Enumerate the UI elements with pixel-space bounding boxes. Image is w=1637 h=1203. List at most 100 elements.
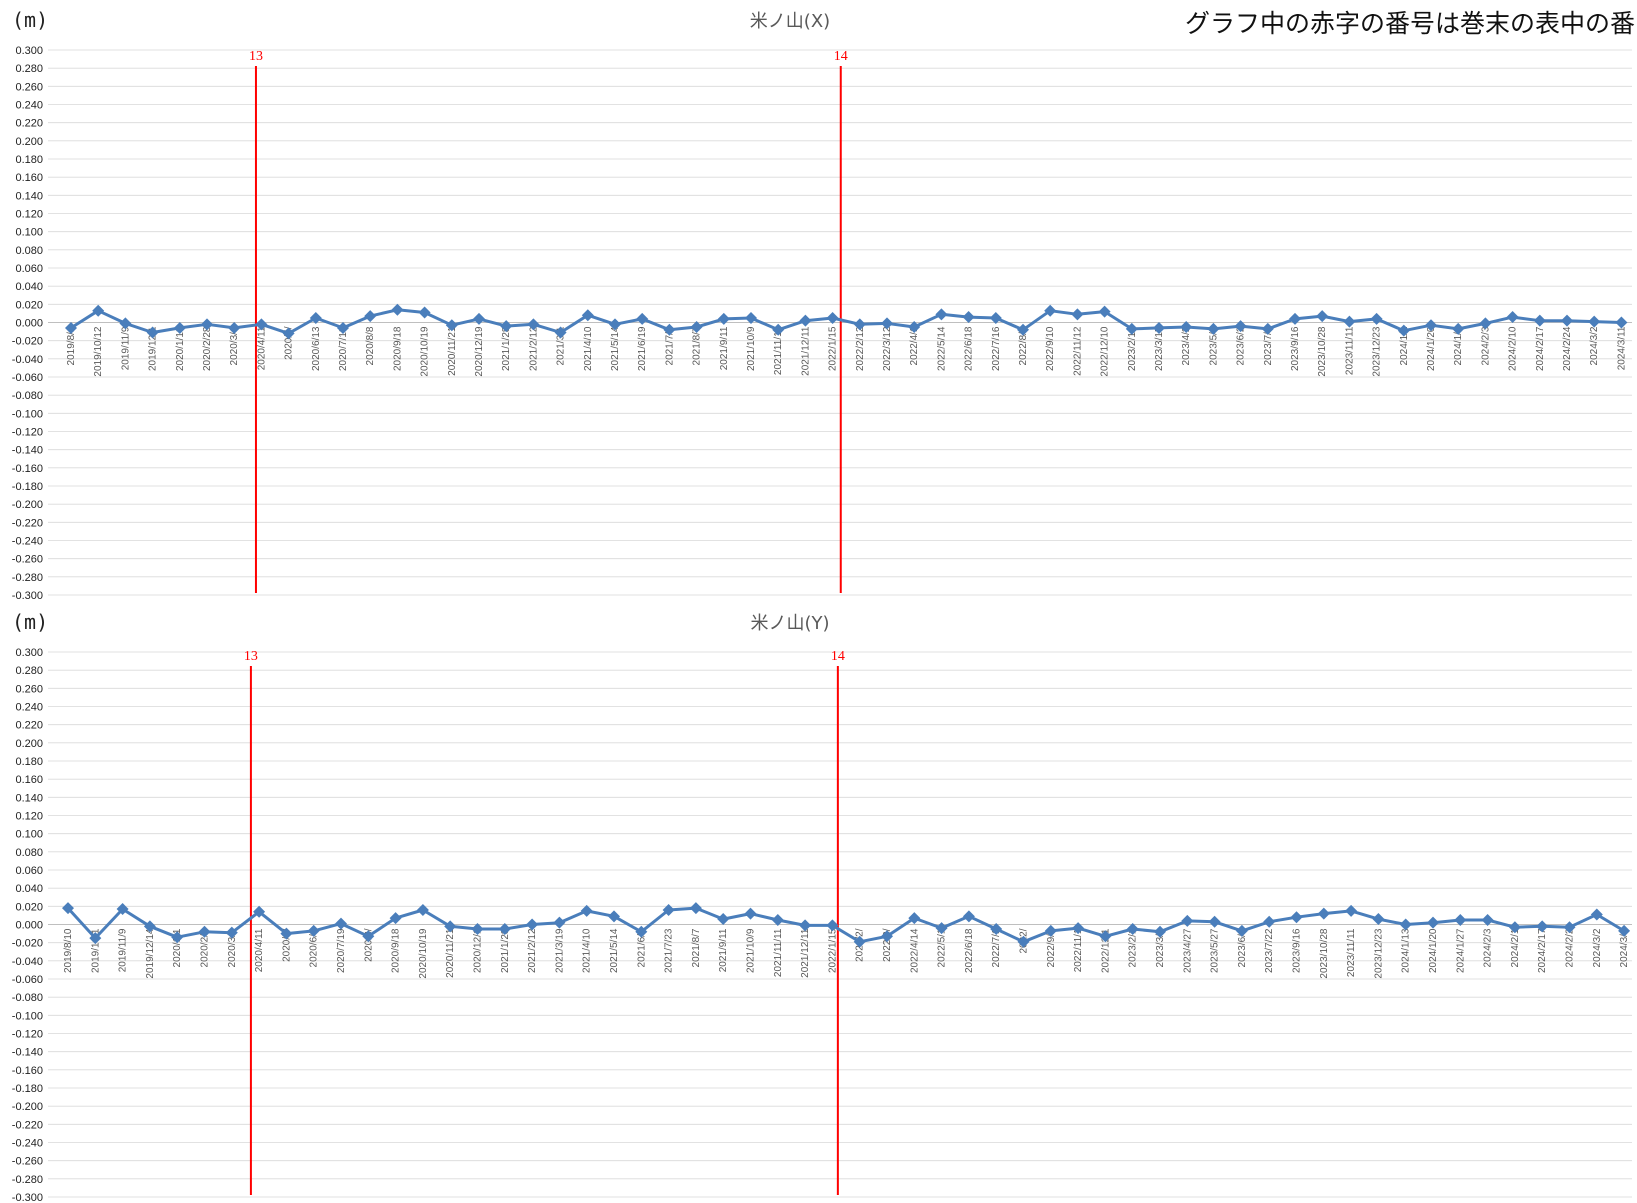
data-point-y — [826, 919, 839, 932]
x-tick-label-y: 2019/11/9 — [118, 928, 129, 972]
data-point-x — [1397, 324, 1410, 337]
x-tick-label-x: 2020/8/8 — [365, 326, 376, 365]
y-tick-label-y: 0.060 — [15, 865, 43, 877]
x-tick-label-x: 2021/1/28 — [501, 326, 512, 371]
x-tick-label-y: 2020/7/19 — [336, 928, 347, 973]
x-tick-label-y: 2021/1/28 — [500, 928, 511, 973]
y-tick-label-x: 0.000 — [15, 318, 43, 330]
data-point-x — [663, 323, 676, 336]
data-point-y — [1481, 913, 1494, 926]
y-tick-label-x: -0.120 — [12, 427, 43, 439]
y-tick-label-y: 0.040 — [15, 883, 43, 895]
data-point-x — [989, 311, 1002, 324]
data-point-x — [146, 326, 159, 339]
data-point-y — [335, 917, 347, 930]
data-point-x — [1261, 322, 1274, 335]
x-tick-label-y: 2020/5/ — [281, 928, 292, 962]
data-point-y — [389, 912, 402, 925]
data-point-x — [1533, 314, 1546, 327]
x-tick-label-x: 2020/11/21 — [447, 326, 458, 376]
data-point-x — [1098, 305, 1111, 318]
x-tick-label-y: 2021/5/14 — [609, 928, 620, 973]
data-point-y — [1508, 921, 1521, 934]
y-tick-label-x: 0.220 — [15, 118, 43, 130]
x-tick-label-y: 2019/8/10 — [63, 928, 74, 973]
y-tick-label-y: 0.300 — [15, 647, 43, 659]
data-point-y — [307, 924, 320, 937]
data-point-y — [662, 903, 675, 916]
x-tick-label-x: 2022/6/18 — [964, 326, 975, 371]
x-tick-label-y: 2021/7/23 — [664, 928, 675, 973]
y-tick-label-y: -0.220 — [12, 1119, 43, 1131]
data-point-x — [391, 303, 404, 316]
x-tick-label-y: 2020/1/1 — [172, 928, 183, 967]
x-tick-label-y: 2020/8/ — [363, 928, 374, 962]
x-tick-label-x: 2022/12/10 — [1100, 326, 1111, 376]
x-tick-label-y: 2023/5/27 — [1210, 928, 1221, 973]
x-tick-label-y: 2023/3/1 — [1155, 928, 1166, 967]
y-tick-label-x: -0.260 — [12, 554, 43, 566]
y-tick-label-y: -0.140 — [12, 1047, 43, 1059]
x-tick-label-y: 2020/9/18 — [391, 928, 402, 973]
x-tick-label-x: 2021/12/11 — [800, 326, 811, 376]
x-tick-label-x: 2021/6/19 — [637, 326, 648, 371]
x-tick-label-x: 2023/3/15 — [1154, 326, 1165, 371]
data-point-y — [1044, 924, 1057, 937]
x-tick-label-x: 2022/7/16 — [991, 326, 1002, 371]
data-point-x — [364, 310, 377, 323]
chart-y: (m) 米ノ山(Y) 0.300 0.280 0.260 0.240 0.220 0.20… — [12, 610, 1632, 1202]
x-tick-label-x: 2019/12/1 — [148, 326, 159, 371]
data-point-y — [1317, 907, 1330, 920]
data-point-y — [1536, 920, 1549, 933]
x-tick-label-x: 2020/4/11 — [256, 326, 267, 370]
x-tick-label-y: 2022/7/1 — [991, 928, 1002, 967]
data-point-y — [198, 925, 211, 938]
data-point-x — [1588, 315, 1601, 328]
data-point-y — [744, 907, 757, 920]
x-tick-label-y: 2022/3/ — [882, 928, 893, 962]
data-point-y — [799, 919, 812, 932]
x-tick-label-x: 2024/2/24 — [1562, 326, 1573, 371]
data-point-x — [826, 311, 839, 324]
chart-note: グラフ中の赤字の番号は巻末の表中の番 — [1184, 9, 1635, 38]
data-point-x — [255, 318, 268, 331]
x-tick-label-y: 2021/6/1 — [636, 928, 647, 967]
x-tick-label-x: 2023/10/28 — [1317, 326, 1328, 376]
y-tick-label-y: -0.100 — [12, 1010, 43, 1022]
data-point-y — [253, 905, 266, 918]
x-tick-label-x: 2020/10/19 — [420, 326, 431, 376]
data-point-y — [1263, 915, 1276, 928]
data-point-y — [1618, 924, 1631, 937]
data-point-y — [1072, 922, 1085, 935]
x-tick-label-x: 2024/2/17 — [1535, 326, 1546, 371]
data-point-x — [853, 318, 866, 331]
data-point-x — [935, 308, 948, 321]
y-tick-label-y: 0.100 — [15, 829, 43, 841]
x-tick-label-y: 2024/2/2 — [1565, 928, 1576, 967]
x-tick-label-x: 2022/9/10 — [1045, 326, 1056, 371]
x-tick-label-x: 2024/2/3 — [1480, 326, 1491, 365]
x-tick-label-y: 2024/1/13 — [1401, 928, 1412, 973]
x-tick-label-x: 2021/8/7 — [692, 326, 703, 365]
y-tick-label-y: 0.080 — [15, 847, 43, 859]
data-point-x — [282, 327, 295, 340]
data-point-x — [881, 317, 893, 330]
y-tick-label-x: -0.200 — [12, 499, 43, 511]
x-tick-label-x: 2019/10/12 — [93, 326, 104, 376]
data-point-y — [935, 922, 948, 935]
x-tick-label-y: 2021/12/11 — [800, 928, 811, 978]
data-point-y — [580, 904, 593, 917]
data-point-x — [119, 317, 132, 330]
x-tick-label-x: 2022/2/12 — [855, 326, 866, 371]
x-tick-label-x: 2022/11/12 — [1072, 326, 1083, 376]
y-tick-label-x: -0.300 — [12, 590, 43, 600]
data-point-y — [498, 923, 511, 936]
y-tick-label-x: 0.060 — [15, 263, 43, 275]
data-point-y — [635, 925, 648, 938]
chart-x: (m) 米ノ山(X) 0.300 0.280 0.260 0.240 0.220 0.20… — [12, 8, 1632, 600]
x-tick-label-x: 2022/5/14 — [936, 326, 947, 371]
data-point-y — [116, 903, 129, 916]
x-tick-label-x: 2024/1/2 — [1453, 326, 1464, 365]
data-point-x — [1044, 304, 1057, 317]
x-tick-label-y: 2022/6/18 — [964, 928, 975, 973]
